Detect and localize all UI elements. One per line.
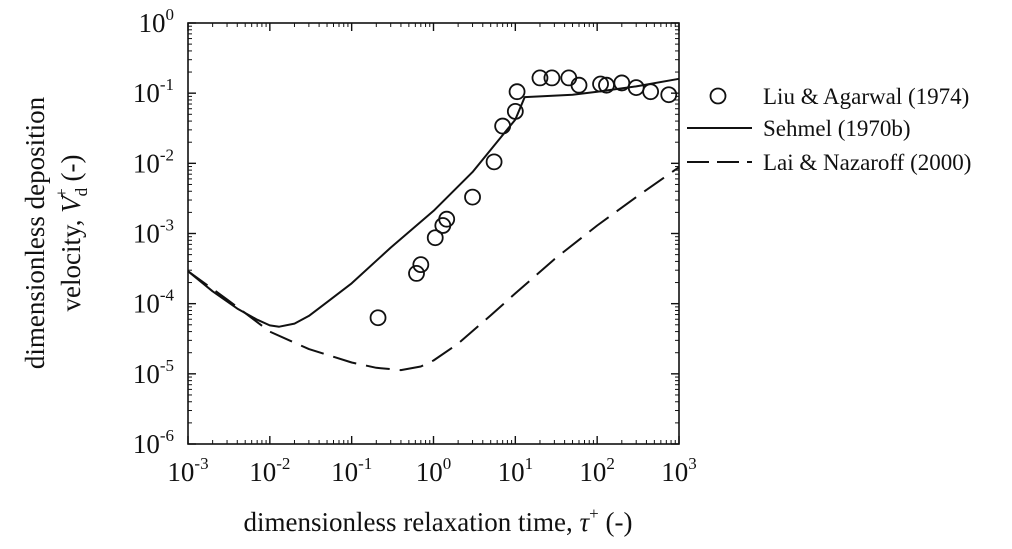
plot-frame [187, 22, 680, 445]
liu-agarwal-point [494, 117, 512, 135]
liu-agarwal-point [642, 83, 660, 101]
x-tick-label: 100 [416, 454, 452, 487]
liu-agarwal-point [485, 153, 503, 171]
legend: Liu & Agarwal (1974) Sehmel (1970b) Lai & … [687, 84, 971, 175]
y-axis-label-line2: velocity, Vd+ (-) [52, 154, 91, 311]
x-axis-ticks: 10-3 10-2 10-1 100 101 102 103 [167, 23, 697, 487]
y-axis-label-line1: dimensionless deposition [20, 96, 50, 369]
y-tick-label: 10-5 [133, 356, 174, 389]
liu-agarwal-point [570, 76, 588, 94]
lai-nazaroff-curve [187, 166, 680, 372]
x-tick-label: 10-2 [249, 454, 290, 487]
sehmel-curve [187, 77, 680, 328]
liu-agarwal-point [508, 83, 526, 101]
plot-area [187, 22, 680, 445]
x-tick-label: 10-3 [167, 454, 208, 487]
legend-label: Liu & Agarwal (1974) [763, 84, 969, 109]
y-tick-label: 100 [139, 5, 175, 38]
liu-agarwal-point [531, 69, 549, 87]
liu-agarwal-point [543, 69, 561, 87]
liu-agarwal-point [426, 229, 444, 247]
x-axis-label: dimensionless relaxation time, τ+ (-) [244, 504, 633, 537]
legend-marker-circle [709, 87, 727, 105]
liu-agarwal-point [560, 69, 578, 87]
y-tick-label: 10-2 [133, 145, 174, 178]
liu-agarwal-point [464, 188, 481, 206]
x-tick-label: 103 [661, 454, 697, 487]
y-tick-label: 10-6 [133, 426, 174, 459]
x-tick-label: 102 [579, 454, 615, 487]
liu-agarwal-point [438, 210, 456, 228]
liu-agarwal-point [412, 256, 430, 274]
y-tick-label: 10-1 [133, 75, 174, 108]
legend-label: Lai & Nazaroff (2000) [763, 150, 971, 175]
y-tick-label: 10-3 [133, 216, 174, 249]
y-tick-label: 10-4 [133, 286, 175, 319]
liu-agarwal-point [369, 309, 387, 327]
liu-agarwal-point [660, 86, 678, 104]
x-tick-label: 10-1 [331, 454, 372, 487]
y-axis-ticks: 10-6 10-5 10-4 10-3 10-2 10-1 100 [133, 5, 679, 459]
liu-agarwal-point [408, 264, 425, 282]
x-tick-label: 101 [498, 454, 534, 487]
y-axis-label: dimensionless deposition velocity, Vd+ (… [20, 96, 91, 369]
legend-label: Sehmel (1970b) [763, 116, 911, 141]
data-series [187, 69, 680, 372]
